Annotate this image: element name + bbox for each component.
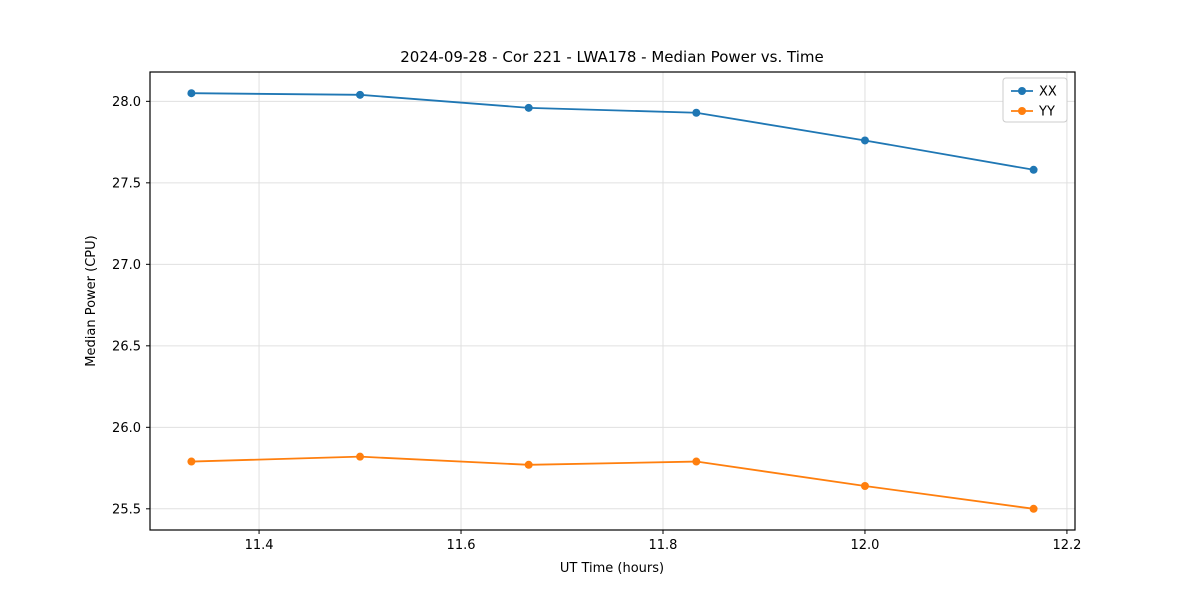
x-tick-label: 11.4	[245, 538, 274, 553]
series-marker-xx	[356, 90, 365, 99]
series-marker-yy	[356, 452, 365, 461]
x-tick-label: 12.0	[850, 538, 879, 553]
y-tick-label: 27.5	[112, 176, 141, 191]
y-tick-label: 27.0	[112, 258, 141, 273]
series-line-xx	[191, 92, 1034, 171]
series-marker-xx	[524, 103, 533, 112]
y-tick-label: 25.5	[112, 502, 141, 517]
legend-marker-sample	[1018, 107, 1026, 115]
legend-entry-label: YY	[1038, 105, 1055, 120]
y-tick-label: 28.0	[112, 95, 141, 110]
series-marker-yy	[860, 481, 869, 490]
series-marker-xx	[692, 108, 701, 117]
legend-frame	[1002, 77, 1068, 123]
series-marker-yy	[1029, 504, 1038, 513]
chart-title: 2024-09-28 - Cor 221 - LWA178 - Median P…	[400, 48, 824, 66]
y-tick-label: 26.0	[112, 421, 141, 436]
x-tick-label: 11.6	[447, 538, 476, 553]
x-tick-label: 12.2	[1052, 538, 1081, 553]
plot-border	[149, 71, 1076, 531]
series-marker-yy	[187, 457, 196, 466]
series-marker-xx	[187, 89, 196, 98]
series-marker-yy	[692, 457, 701, 466]
series-line-yy	[191, 455, 1034, 510]
legend-entry-label: XX	[1039, 85, 1057, 100]
x-tick-label: 11.8	[649, 538, 678, 553]
legend-marker-sample	[1018, 87, 1026, 95]
y-axis-label: Median Power (CPU)	[84, 235, 99, 366]
x-axis-label: UT Time (hours)	[560, 561, 664, 576]
series-marker-xx	[1029, 165, 1038, 174]
series-marker-yy	[524, 460, 533, 469]
series-marker-xx	[860, 136, 869, 145]
y-tick-label: 26.5	[112, 339, 141, 354]
